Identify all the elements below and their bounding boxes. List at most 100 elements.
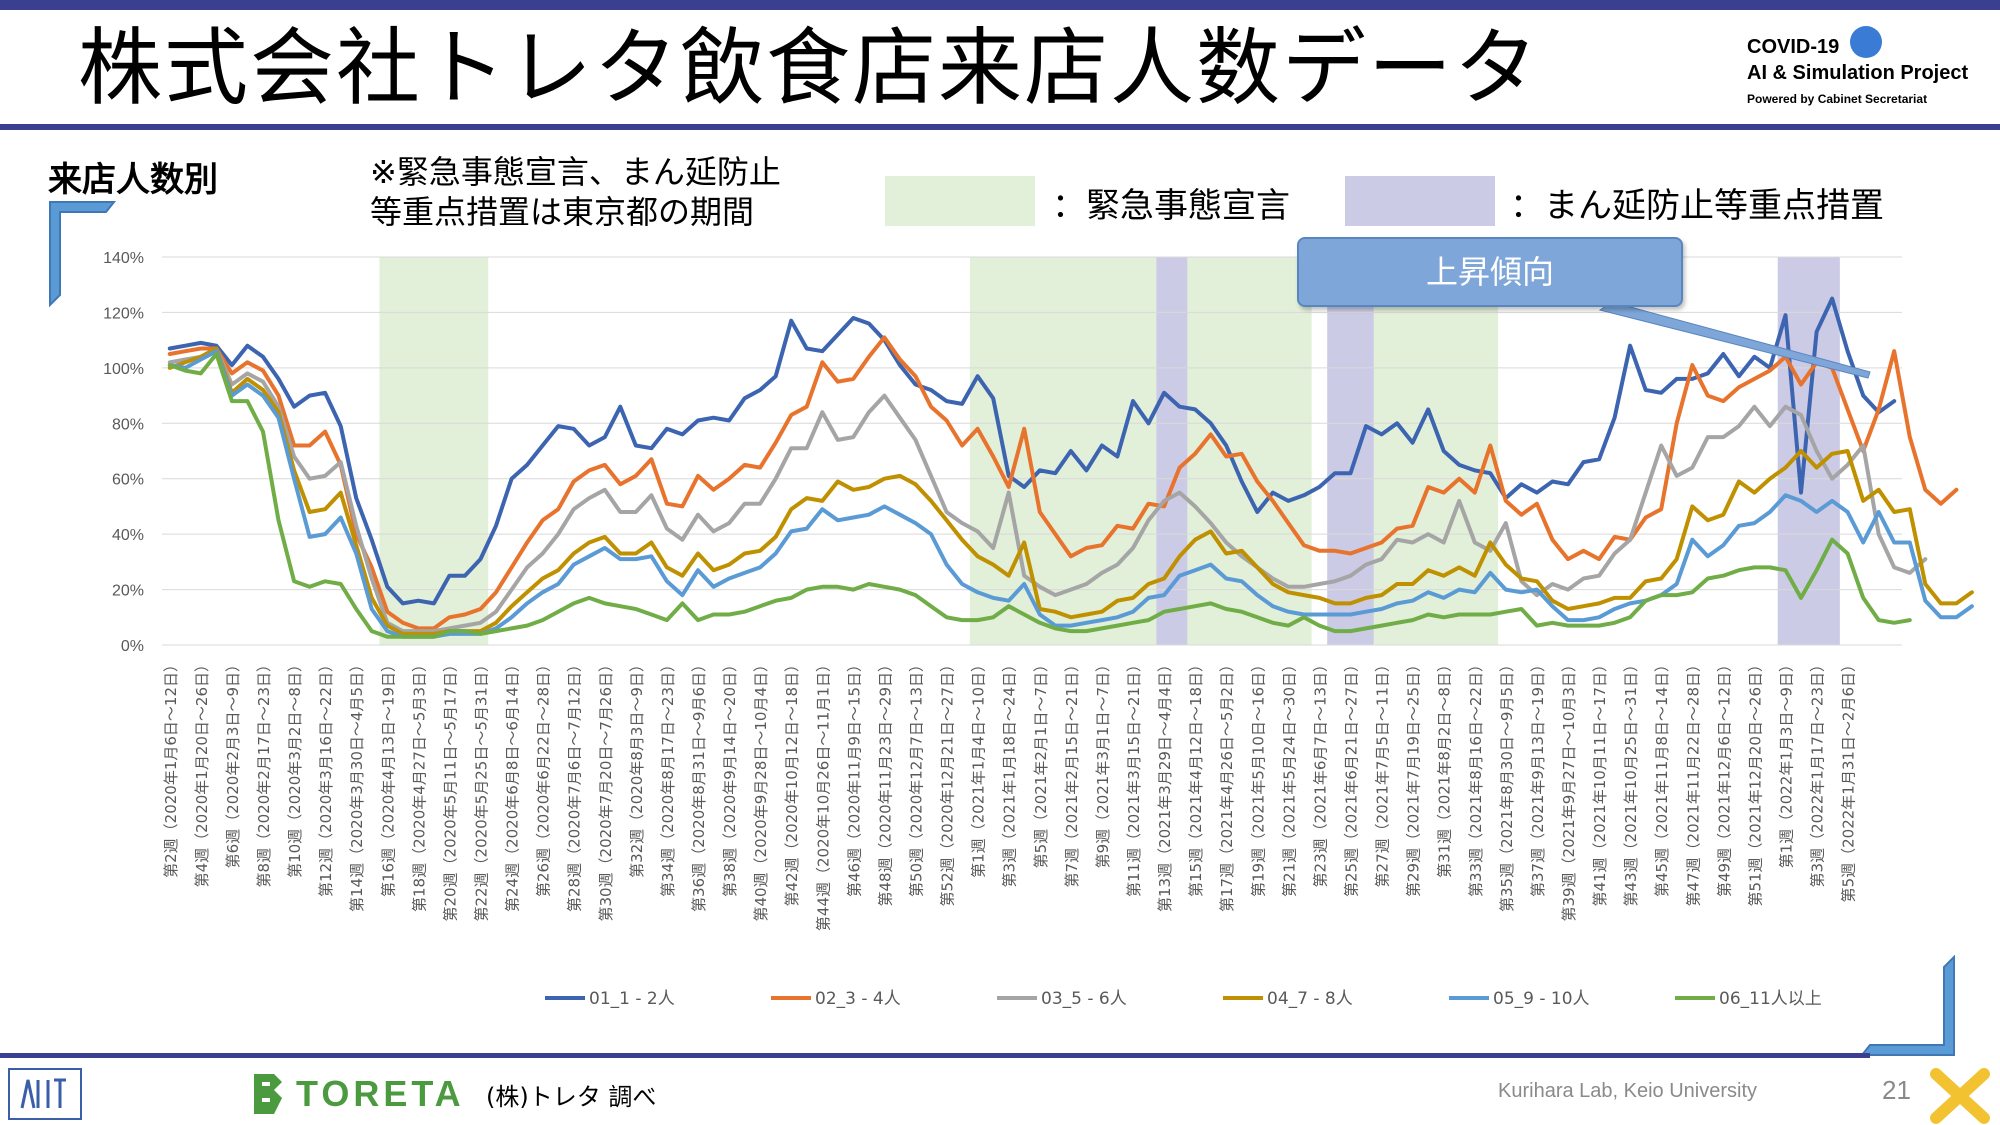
corner-bracket-bottom-icon <box>1859 955 1955 1056</box>
y-tick-label: 20% <box>112 583 144 600</box>
x-tick-label: 第30週（2020年7月20日～7月26日） <box>597 657 615 922</box>
legend-label: 05_9 - 10人 <box>1493 989 1590 1009</box>
x-tick-label: 第44週（2020年10月26日～11月1日） <box>814 657 832 931</box>
x-tick-label: 第33週（2021年8月16日～22日） <box>1467 657 1485 897</box>
emergency-legend-label: ：緊急事態宣言 <box>1052 186 1290 226</box>
x-tick-label: 第40週（2020年9月28日～10月4日） <box>752 657 770 922</box>
x-tick-label: 第17週（2021年4月26日～5月2日） <box>1218 657 1236 912</box>
emergency-period-band <box>1187 257 1312 645</box>
title-divider <box>0 124 2000 130</box>
x-tick-label: 第19週（2021年5月10日～16日） <box>1249 657 1267 897</box>
trend-callout: 上昇傾向 <box>1297 237 1683 307</box>
x-tick-label: 第45週（2021年11月8日～14日） <box>1653 657 1671 897</box>
x-tick-label: 第1週（2021年1月4日～10日） <box>970 657 988 878</box>
page-number: 21 <box>1882 1075 1911 1105</box>
legend-label: 01_1 - 2人 <box>589 989 675 1009</box>
emergency-period-band <box>379 257 489 645</box>
x-tick-label: 第35週（2021年8月30日～9月5日） <box>1498 657 1516 912</box>
footer-divider <box>0 1053 1870 1058</box>
x-tick-label: 第38週（2020年9月14日～20日） <box>721 657 739 897</box>
x-tick-label: 第24週（2020年6月8日～6月14日） <box>504 657 522 912</box>
y-tick-label: 60% <box>112 472 144 489</box>
series-line <box>167 346 1928 634</box>
legend-label: 04_7 - 8人 <box>1267 989 1353 1009</box>
priority-period-band <box>1327 257 1374 645</box>
x-tick-label: 第32週（2020年8月3日～9日） <box>628 657 646 878</box>
x-tick-label: 第18週（2020年4月27日～5月3日） <box>410 657 428 912</box>
callout-pointer <box>1598 301 1871 379</box>
note-line-2: 等重点措置は東京都の期間 <box>370 193 755 231</box>
footer-source: (株)トレタ 調べ <box>486 1083 657 1111</box>
x-tick-label: 第46週（2020年11月9日～15日） <box>845 657 863 897</box>
x-tick-label: 第10週（2020年3月2日～8日） <box>286 657 304 878</box>
y-tick-label: 120% <box>103 305 144 322</box>
series-line <box>167 352 1912 639</box>
section-label: 来店人数別 <box>48 160 218 200</box>
keio-logo-icon <box>8 1068 82 1120</box>
y-tick-label: 80% <box>112 416 144 433</box>
project-logo-text: COVID-19 AI & Simulation Project <box>1747 34 1968 86</box>
footer-brand: TORETA <box>296 1073 465 1114</box>
x-tick-label: 第23週（2021年6月7日～13日） <box>1311 657 1329 887</box>
emergency-period-band <box>969 257 1157 645</box>
x-tick-label: 第48週（2020年11月23日～29日） <box>876 657 894 907</box>
x-tick-label: 第2週（2020年1月6日～12日） <box>162 657 180 878</box>
y-tick-label: 40% <box>112 527 144 544</box>
x-tick-label: 第26週（2020年6月22日～28日） <box>535 657 553 897</box>
x-tick-label: 第49週（2021年12月6日～12日） <box>1715 657 1733 897</box>
x-tick-label: 第8週（2020年2月17日～23日） <box>255 657 273 887</box>
legend-label: 03_5 - 6人 <box>1041 989 1127 1009</box>
x-tick-label: 第9週（2021年3月1日～7日） <box>1094 657 1112 868</box>
logo-subtitle: Powered by Cabinet Secretariat <box>1747 92 1928 106</box>
x-tick-label: 第47週（2021年11月22日～28日） <box>1684 657 1702 907</box>
x-logo-icon <box>1930 1068 1990 1124</box>
x-tick-label: 第5週（2021年2月1日～7日） <box>1032 657 1050 868</box>
toreta-logo-icon <box>254 1074 282 1114</box>
x-tick-label: 第5週（2022年1月31日～2月6日） <box>1840 657 1858 902</box>
x-tick-label: 第50週（2020年12月7日～13日） <box>907 657 925 897</box>
priority-legend-swatch <box>1345 176 1495 226</box>
x-tick-label: 第39週（2021年9月27日～10月3日） <box>1560 657 1578 922</box>
logo-line-2: AI & Simulation Project <box>1747 62 1969 84</box>
x-tick-label: 第21週（2021年5月24日～30日） <box>1280 657 1298 897</box>
x-tick-label: 第7週（2021年2月15日～21日） <box>1063 657 1081 887</box>
x-tick-label: 第42週（2020年10月12日～18日） <box>783 657 801 907</box>
x-tick-label: 第11週（2021年3月15日～21日） <box>1125 657 1143 897</box>
legend-label: 06_11人以上 <box>1719 989 1822 1009</box>
x-tick-label: 第37週（2021年9月13日～19日） <box>1529 657 1547 897</box>
y-tick-label: 0% <box>121 638 144 655</box>
corner-bracket-icon <box>49 201 117 308</box>
x-tick-label: 第20週（2020年5月11日～5月17日） <box>441 657 459 922</box>
series-line <box>167 335 1959 631</box>
x-tick-label: 第25週（2021年6月21日～27日） <box>1342 657 1360 897</box>
x-tick-label: 第29週（2021年7月19日～25日） <box>1405 657 1423 897</box>
x-tick-label: 第16週（2020年4月13日～19日） <box>379 657 397 897</box>
x-tick-label: 第6週（2020年2月3日～9日） <box>224 657 242 868</box>
visitor-line-chart: 0% 20% 40% 60% 80% 100% 120% 140% 第2週（2020年1月6日～… <box>103 250 1974 1009</box>
emergency-legend-swatch <box>885 176 1035 226</box>
x-tick-label: 第1週（2022年1月3日～9日） <box>1777 657 1795 868</box>
x-tick-label: 第51週（2021年12月20日～26日） <box>1746 657 1764 907</box>
x-tick-label: 第15週（2021年4月12日～18日） <box>1187 657 1205 897</box>
x-tick-label: 第13週（2021年3月29日～4月4日） <box>1156 657 1174 912</box>
y-tick-label: 100% <box>103 361 144 378</box>
x-tick-label: 第52週（2020年12月21日～27日） <box>939 657 957 907</box>
x-tick-label: 第4週（2020年1月20日～26日） <box>193 657 211 887</box>
x-tick-label: 第28週（2020年7月6日～7月12日） <box>566 657 584 912</box>
page-title: 株式会社トレタ飲食店来店人数データ <box>78 19 1541 117</box>
x-tick-label: 第41週（2021年10月11日～17日） <box>1591 657 1609 907</box>
x-tick-label: 第31週（2021年8月2日～8日） <box>1436 657 1454 878</box>
x-tick-label: 第27週（2021年7月5日～11日） <box>1374 657 1392 887</box>
footer-lab: Kurihara Lab, Keio University <box>1498 1080 1758 1102</box>
logo-dot-icon <box>1850 26 1882 58</box>
x-tick-label: 第22週（2020年5月25日～5月31日） <box>472 657 490 922</box>
period-note: ※緊急事態宣言、まん延防止 等重点措置は東京都の期間 <box>370 152 890 232</box>
x-tick-label: 第43週（2021年10月25日～31日） <box>1622 657 1640 907</box>
x-tick-label: 第3週（2021年1月18日～24日） <box>1001 657 1019 887</box>
x-tick-label: 第12週（2020年3月16日～22日） <box>317 657 335 897</box>
top-accent-bar <box>0 0 2000 10</box>
x-tick-label: 第36週（2020年8月31日～9月6日） <box>690 657 708 912</box>
y-tick-label: 140% <box>103 250 144 267</box>
x-tick-label: 第34週（2020年8月17日～23日） <box>659 657 677 897</box>
x-tick-label: 第3週（2022年1月17日～23日） <box>1809 657 1827 887</box>
